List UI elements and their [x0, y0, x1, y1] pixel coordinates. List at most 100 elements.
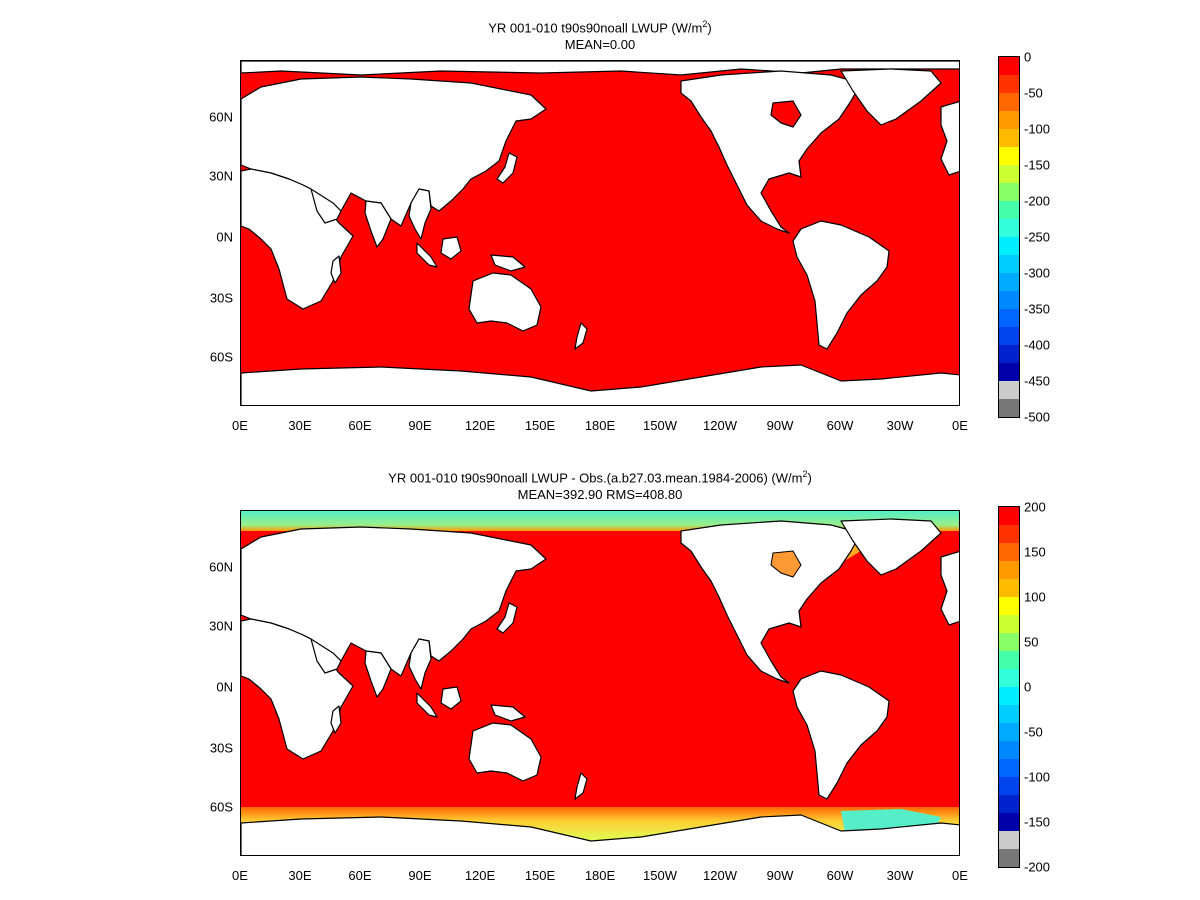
panel2-title-line1: YR 001-010 t90s90noall LWUP - Obs.(a.b27…	[240, 466, 960, 486]
panel1-cbar-label: -250	[1024, 229, 1051, 245]
colorbar-segment	[999, 561, 1019, 579]
colorbar-segment	[999, 741, 1019, 759]
colorbar-segment	[999, 291, 1019, 309]
arabia	[310, 638, 342, 674]
panel1-lon-30e: 30E	[288, 418, 312, 433]
panel2-cbar-label: -100	[1024, 769, 1051, 785]
panel1-lon-30w: 30W	[886, 418, 914, 433]
panel2-title-sup: 2	[802, 469, 808, 479]
panel1-title-sup: 2	[702, 19, 708, 29]
panel1-lat-30s: 30S	[209, 290, 233, 306]
indochina	[408, 188, 432, 240]
panel1-title-text: YR 001-010 t90s90noall LWUP (W/m	[488, 20, 703, 36]
colorbar-segment	[999, 525, 1019, 543]
panel2-lat-60s: 60S	[209, 799, 233, 815]
colorbar-segment	[999, 273, 1019, 291]
panel2-lon-30w: 30W	[886, 868, 914, 883]
panel2-cbar-label: -50	[1024, 724, 1043, 740]
colorbar-segment	[999, 237, 1019, 255]
north-america	[680, 70, 862, 234]
colorbar-segment	[999, 795, 1019, 813]
panel2-colorbar	[998, 506, 1020, 868]
panel1-cbar-label: -300	[1024, 265, 1051, 281]
new-zealand	[574, 322, 588, 350]
colorbar-segment	[999, 399, 1019, 417]
arabia	[310, 188, 342, 224]
colorbar-segment	[999, 633, 1019, 651]
colorbar-segment	[999, 111, 1019, 129]
panel1-lon-0e-end: 0E	[952, 418, 968, 433]
panel1-cbar-label: -50	[1024, 85, 1043, 101]
colorbar-segment	[999, 813, 1019, 831]
colorbar-segment	[999, 147, 1019, 165]
colorbar-segment	[999, 75, 1019, 93]
panel1-lon-120e: 120E	[464, 418, 496, 433]
sumatra	[416, 242, 438, 268]
panel1-lon-60w: 60W	[826, 418, 854, 433]
madagascar	[330, 705, 342, 734]
colorbar-segment	[999, 705, 1019, 723]
panel2-title-line2: MEAN=392.90 RMS=408.80	[517, 487, 683, 502]
panel2-cbar-label: -200	[1024, 859, 1051, 875]
greenland	[840, 68, 942, 126]
colorbar-segment	[999, 507, 1019, 525]
new-guinea	[490, 704, 526, 722]
japan	[496, 152, 518, 184]
south-america	[792, 220, 890, 350]
colorbar-segment	[999, 759, 1019, 777]
panel2-lat-60n: 60N	[209, 559, 233, 575]
panel1-lon-60e: 60E	[348, 418, 372, 433]
indochina	[408, 638, 432, 690]
colorbar-segment	[999, 687, 1019, 705]
panel1-cbar-label: -350	[1024, 301, 1051, 317]
panel1-cbar-label: 0	[1024, 49, 1032, 65]
panel1-landmasses	[241, 61, 959, 405]
panel1-title-close: )	[707, 20, 712, 36]
panel1-lat-60s: 60S	[209, 349, 233, 365]
colorbar-segment	[999, 777, 1019, 795]
greenland	[840, 518, 942, 576]
antarctica	[241, 364, 959, 405]
panel1-lon-90e: 90E	[408, 418, 432, 433]
australia	[468, 272, 542, 332]
new-zealand	[574, 772, 588, 800]
india	[364, 200, 392, 248]
panel1-lon-180e: 180E	[584, 418, 616, 433]
colorbar-segment	[999, 363, 1019, 381]
colorbar-segment	[999, 849, 1019, 867]
hudson-bay-diff	[770, 550, 802, 578]
panel2-cbar-label: 50	[1024, 634, 1039, 650]
new-guinea	[490, 254, 526, 272]
panel1-lon-0e: 0E	[232, 418, 248, 433]
panel1-cbar-label: -450	[1024, 373, 1051, 389]
panel1-title-line1: YR 001-010 t90s90noall LWUP (W/m2)	[240, 16, 960, 36]
colorbar-segment	[999, 57, 1019, 75]
panel1-lon-120w: 120W	[703, 418, 737, 433]
panel2-cbar-label: 200	[1024, 499, 1046, 515]
colorbar-segment	[999, 543, 1019, 561]
panel2-cbar-label: 100	[1024, 589, 1046, 605]
colorbar-segment	[999, 219, 1019, 237]
colorbar-segment	[999, 255, 1019, 273]
panel1-lat-60n: 60N	[209, 109, 233, 125]
borneo	[440, 686, 462, 710]
south-america	[792, 670, 890, 800]
panel1-map	[240, 60, 960, 406]
panel2-cbar-label: -150	[1024, 814, 1051, 830]
europe-west	[940, 100, 959, 176]
africa	[241, 618, 354, 760]
colorbar-segment	[999, 597, 1019, 615]
hudson-bay	[770, 100, 802, 128]
colorbar-segment	[999, 381, 1019, 399]
colorbar-segment	[999, 309, 1019, 327]
panel2-lon-60w: 60W	[826, 868, 854, 883]
panel1-lon-150e: 150E	[524, 418, 556, 433]
panel1-cbar-label: -500	[1024, 409, 1051, 425]
panel2-lat-30s: 30S	[209, 740, 233, 756]
sumatra	[416, 692, 438, 718]
panel1-lat-0n: 0N	[216, 229, 233, 245]
panel2-lon-60e: 60E	[348, 868, 372, 883]
colorbar-segment	[999, 615, 1019, 633]
panel2-lon-30e: 30E	[288, 868, 312, 883]
panel2-map-svg	[241, 511, 959, 855]
